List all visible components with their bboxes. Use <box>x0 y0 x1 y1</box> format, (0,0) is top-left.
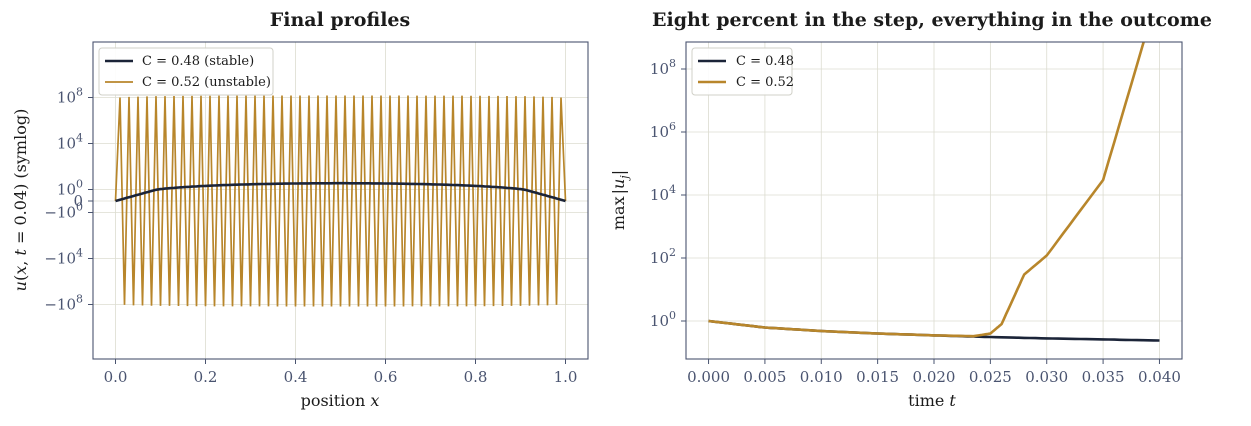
right-series-unstable-line <box>708 42 1146 338</box>
right-x-tick-label: 0.015 <box>856 368 899 386</box>
legend-label-r-unstable: C = 0.52 <box>736 75 794 90</box>
right-panel: Eight percent in the step, everything in… <box>609 9 1212 410</box>
left-y-tick-label: 104 <box>57 132 83 153</box>
left-x-tick-label: 0.2 <box>194 368 218 386</box>
right-x-tick-label: 0.035 <box>1082 368 1125 386</box>
left-panel: Final profiles 0.0 0.2 0.4 0.6 0.8 1.01081041… <box>11 9 589 410</box>
right-x-tick-label: 0.025 <box>969 368 1012 386</box>
left-y-tick-label: −100 <box>44 201 83 222</box>
left-x-tick-label: 0.4 <box>284 368 308 386</box>
right-y-tick-label: 108 <box>650 57 676 78</box>
left-y-tick-label: −104 <box>44 247 83 268</box>
right-y-tick-label: 102 <box>650 246 676 267</box>
right-legend: C = 0.48 C = 0.52 <box>691 47 794 96</box>
left-y-tick-label: 0 <box>73 192 83 210</box>
left-x-tick-label: 1.0 <box>554 368 578 386</box>
left-y-axis-label: u(x, t = 0.04) (symlog) <box>11 109 30 292</box>
right-x-tick-label: 0.020 <box>913 368 956 386</box>
left-x-tick-label: 0.6 <box>374 368 398 386</box>
left-x-axis-label: position x <box>301 391 380 410</box>
right-x-tick-label: 0.000 <box>687 368 730 386</box>
left-chart-title: Final profiles <box>270 9 410 31</box>
left-legend: C = 0.48 (stable) C = 0.52 (unstable) <box>98 47 274 96</box>
left-series-unstable-line <box>114 95 567 307</box>
right-x-tick-label: 0.010 <box>800 368 843 386</box>
left-y-tick-label: −108 <box>44 293 83 314</box>
left-y-tick-label: 108 <box>57 86 83 107</box>
left-x-tick-label: 0.0 <box>104 368 128 386</box>
left-x-tick-label: 0.8 <box>464 368 488 386</box>
right-y-tick-label: 106 <box>650 120 676 141</box>
legend-label-unstable: C = 0.52 (unstable) <box>142 75 271 90</box>
right-chart-title: Eight percent in the step, everything in… <box>652 9 1212 31</box>
left-series-stable-line <box>115 181 566 203</box>
right-axis-ticks: 0.000 0.005 0.010 0.015 0.020 0.025 0.030 0.035… <box>650 57 1181 386</box>
right-y-axis-label: max|uj| <box>609 170 631 230</box>
right-y-tick-label: 104 <box>650 183 676 204</box>
legend-label-stable: C = 0.48 (stable) <box>142 54 254 69</box>
right-x-tick-label: 0.005 <box>743 368 786 386</box>
right-x-tick-label: 0.030 <box>1025 368 1068 386</box>
right-x-tick-label: 0.040 <box>1138 368 1181 386</box>
right-grid <box>686 42 1182 359</box>
right-y-tick-label: 100 <box>650 309 676 330</box>
right-x-axis-label: time t <box>908 391 956 410</box>
legend-label-r-stable: C = 0.48 <box>736 54 794 69</box>
